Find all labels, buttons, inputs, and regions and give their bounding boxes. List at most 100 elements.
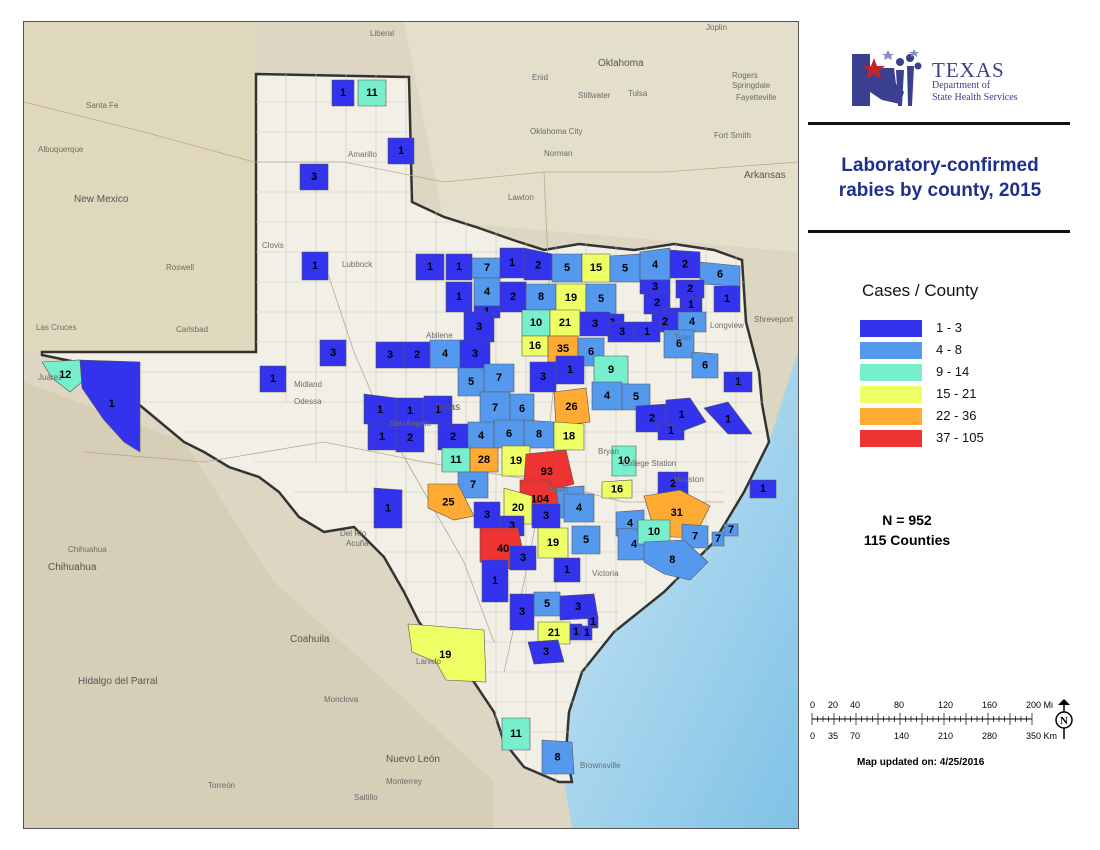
county-shape[interactable] bbox=[581, 625, 593, 641]
county-97[interactable]: 19 bbox=[537, 527, 569, 559]
county-16[interactable]: 15 bbox=[581, 253, 611, 283]
county-8[interactable]: 1 bbox=[259, 365, 287, 393]
county-38[interactable]: 21 bbox=[549, 309, 581, 337]
county-113[interactable]: 21 bbox=[537, 621, 571, 645]
county-shape[interactable] bbox=[483, 363, 515, 393]
county-shape[interactable] bbox=[301, 251, 329, 281]
county-4[interactable]: 3 bbox=[299, 163, 329, 191]
county-3[interactable]: 1 bbox=[387, 137, 415, 165]
county-shape[interactable] bbox=[387, 137, 415, 165]
county-85[interactable]: 16 bbox=[601, 479, 633, 499]
county-41[interactable]: 1 bbox=[633, 321, 661, 343]
county-55[interactable]: 3 bbox=[529, 361, 557, 393]
county-shape[interactable] bbox=[41, 359, 83, 393]
county-18[interactable]: 4 bbox=[639, 247, 671, 281]
county-shape[interactable] bbox=[527, 639, 565, 665]
county-57[interactable]: 9 bbox=[593, 355, 629, 385]
county-shape[interactable] bbox=[703, 401, 753, 435]
county-shape[interactable] bbox=[357, 79, 387, 107]
county-51[interactable]: 6 bbox=[691, 351, 719, 379]
county-shape[interactable] bbox=[711, 531, 725, 547]
county-23[interactable]: 1 bbox=[713, 285, 741, 313]
county-shape[interactable] bbox=[445, 253, 473, 281]
county-90[interactable]: 3 bbox=[473, 501, 501, 529]
county-54[interactable]: 7 bbox=[483, 363, 515, 393]
county-9[interactable]: 7 bbox=[469, 257, 505, 279]
county-shape[interactable] bbox=[571, 525, 601, 555]
county-105[interactable]: 7 bbox=[723, 523, 739, 537]
county-shape[interactable] bbox=[299, 163, 329, 191]
county-79[interactable]: 19 bbox=[501, 445, 531, 477]
county-shape[interactable] bbox=[395, 423, 425, 453]
county-14[interactable]: 2 bbox=[523, 247, 553, 281]
county-1[interactable]: 1 bbox=[331, 79, 355, 107]
county-74[interactable]: 1 bbox=[703, 401, 753, 435]
county-shape[interactable] bbox=[563, 493, 595, 523]
county-10[interactable]: 1 bbox=[415, 253, 445, 281]
county-shape[interactable] bbox=[601, 479, 633, 499]
county-77[interactable]: 11 bbox=[441, 447, 471, 473]
county-114[interactable]: 1 bbox=[569, 623, 583, 641]
county-shape[interactable] bbox=[723, 371, 753, 393]
county-5[interactable]: 1 bbox=[301, 251, 329, 281]
county-shape[interactable] bbox=[675, 279, 705, 299]
county-43[interactable]: 3 bbox=[319, 339, 347, 367]
county-46[interactable]: 4 bbox=[429, 339, 461, 369]
county-39[interactable]: 3 bbox=[579, 311, 611, 337]
county-73[interactable]: 18 bbox=[553, 421, 585, 451]
county-78[interactable]: 28 bbox=[469, 447, 499, 473]
county-shape[interactable] bbox=[677, 311, 707, 333]
county-27[interactable]: 1 bbox=[445, 281, 473, 313]
county-44[interactable]: 3 bbox=[375, 341, 405, 369]
county-32[interactable]: 5 bbox=[585, 283, 617, 315]
county-shape[interactable] bbox=[643, 539, 709, 581]
county-61[interactable]: 26 bbox=[553, 387, 591, 427]
county-shape[interactable] bbox=[587, 615, 599, 629]
county-112[interactable]: 1 bbox=[587, 615, 599, 629]
county-87[interactable]: 1 bbox=[749, 479, 777, 499]
county-shape[interactable] bbox=[749, 479, 777, 499]
county-40[interactable]: 3 bbox=[607, 321, 637, 343]
county-shape[interactable] bbox=[541, 739, 575, 775]
county-shape[interactable] bbox=[691, 351, 719, 379]
county-93[interactable]: 3 bbox=[531, 503, 561, 529]
county-shape[interactable] bbox=[79, 359, 141, 453]
county-shape[interactable] bbox=[331, 79, 355, 107]
county-shape[interactable] bbox=[553, 387, 591, 427]
county-56[interactable]: 1 bbox=[555, 355, 585, 385]
county-12[interactable]: 4 bbox=[473, 277, 501, 307]
county-shape[interactable] bbox=[509, 545, 537, 571]
county-102[interactable]: 10 bbox=[637, 519, 671, 545]
county-110[interactable]: 5 bbox=[533, 591, 561, 617]
county-shape[interactable] bbox=[481, 559, 509, 603]
county-shape[interactable] bbox=[553, 557, 581, 583]
county-36[interactable]: 3 bbox=[463, 311, 495, 343]
county-48[interactable]: 16 bbox=[521, 335, 549, 357]
county-81[interactable]: 10 bbox=[611, 445, 637, 477]
county-98[interactable]: 5 bbox=[571, 525, 601, 555]
texas-rabies-map[interactable]: 1111311211711412515542632121211281953243… bbox=[24, 22, 798, 828]
county-31[interactable]: 19 bbox=[555, 283, 587, 313]
county-117[interactable]: 19 bbox=[407, 623, 487, 683]
county-shape[interactable] bbox=[319, 339, 347, 367]
county-15[interactable]: 5 bbox=[551, 253, 583, 283]
county-19[interactable]: 2 bbox=[669, 249, 701, 279]
county-104[interactable]: 7 bbox=[711, 531, 725, 547]
county-shape[interactable] bbox=[407, 623, 487, 683]
county-76[interactable]: 2 bbox=[395, 423, 425, 453]
county-52[interactable]: 1 bbox=[723, 371, 753, 393]
county-107[interactable]: 1 bbox=[481, 559, 509, 603]
county-116[interactable]: 3 bbox=[527, 639, 565, 665]
county-shape[interactable] bbox=[555, 355, 585, 385]
county-37[interactable]: 10 bbox=[521, 309, 551, 337]
county-66[interactable]: 1 bbox=[665, 397, 707, 433]
county-62[interactable]: 4 bbox=[591, 381, 623, 411]
county-shape[interactable] bbox=[509, 593, 535, 631]
county-shape[interactable] bbox=[723, 523, 739, 537]
county-shape[interactable] bbox=[415, 253, 445, 281]
county-17[interactable]: 5 bbox=[609, 253, 641, 283]
county-70[interactable]: 4 bbox=[467, 421, 495, 451]
county-shape[interactable] bbox=[373, 487, 403, 529]
county-88[interactable]: 1 bbox=[373, 487, 403, 529]
county-shape[interactable] bbox=[463, 311, 495, 343]
